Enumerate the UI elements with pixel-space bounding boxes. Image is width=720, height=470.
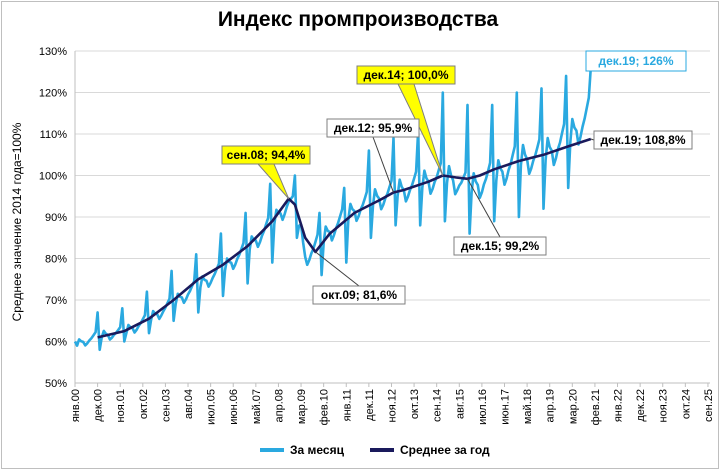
annotation-leader — [590, 138, 595, 141]
x-tick-label: дек.00 — [93, 389, 105, 422]
x-tick-label: июл.16 — [477, 389, 489, 425]
x-tick-label: сен.03 — [160, 389, 172, 422]
y-tick-label: 50% — [45, 378, 67, 390]
annotation-leader — [372, 136, 394, 193]
y-tick-label: 70% — [45, 295, 67, 307]
x-tick-label: май.18 — [522, 389, 534, 424]
x-tick-label: мар.09 — [296, 389, 308, 424]
annotation-box — [593, 130, 693, 150]
y-tick-label: 60% — [45, 337, 67, 349]
annotation-label: дек.19; 108,8% — [600, 133, 685, 147]
y-tick-label: 100% — [39, 171, 67, 183]
annotation-box — [585, 50, 687, 72]
annotation-label: дек.12; 95,9% — [334, 121, 413, 135]
annotation-box — [312, 285, 406, 305]
x-tick-label: авг.04 — [183, 389, 195, 419]
x-tick-label: июл.05 — [206, 389, 218, 425]
series-line-monthly — [73, 67, 593, 352]
y-tick-label: 130% — [39, 46, 67, 58]
legend: За месяц Среднее за год — [230, 441, 530, 463]
annotation-box — [221, 145, 311, 165]
annotation-label: окт.09; 81,6% — [321, 288, 398, 302]
x-tick-label: мар.20 — [567, 389, 579, 424]
x-tick-label: окт.02 — [138, 389, 150, 419]
y-tick-label: 110% — [40, 129, 68, 141]
x-tick-label: апр.19 — [545, 389, 557, 422]
x-tick-label: фев.21 — [590, 389, 602, 425]
annotations: сен.08; 94,4% дек.14; 100,0% дек.12; 95,9%… — [221, 50, 693, 305]
x-tick-label: дек.11 — [364, 389, 376, 421]
x-tick-label: янв.00 — [70, 389, 82, 422]
x-tick-label: апр.08 — [273, 389, 285, 422]
x-tick-label: янв.11 — [341, 389, 353, 421]
x-tick-label: янв.22 — [613, 389, 625, 422]
series-group — [73, 67, 593, 352]
legend-item-annual: Среднее за год — [370, 443, 490, 457]
annotation-box — [326, 118, 420, 138]
annotation-leader — [467, 178, 501, 238]
x-tick-label: май.07 — [251, 389, 263, 424]
x-tick-label: ноя.12 — [386, 389, 398, 422]
x-tick-label: авг.15 — [454, 389, 466, 419]
annotation-label: дек.14; 100,0% — [363, 68, 448, 82]
x-tick-label: ноя.01 — [115, 389, 127, 422]
legend-swatch-annual — [370, 448, 394, 452]
x-tick-labels: янв.00 дек.00 ноя.01 окт.02 сен.03 авг.04 июл.… — [70, 389, 715, 425]
x-tick-label: фев.10 — [319, 389, 331, 425]
series-line-annual — [97, 137, 592, 339]
y-tick-label: 80% — [45, 254, 67, 266]
x-tick-label: ноя.23 — [658, 389, 670, 422]
gridlines — [74, 50, 710, 387]
x-tick-label: дек.22 — [635, 389, 647, 422]
legend-swatch-monthly — [260, 448, 284, 452]
x-tick-label: окт.24 — [680, 389, 692, 419]
y-tick-label: 90% — [45, 212, 67, 224]
annotation-leader — [315, 251, 360, 287]
x-tick-label: сен.25 — [703, 389, 715, 422]
y-tick-label: 120% — [39, 88, 67, 100]
y-tick-labels: 50% 60% 70% 80% 90% 100% 110% 120% 130% — [39, 46, 67, 390]
chart-title: Индекс промпроизводства — [217, 8, 499, 31]
annotation-box — [356, 65, 456, 85]
x-tick-label: сен.14 — [432, 389, 444, 422]
x-tick-label: июн.17 — [499, 389, 511, 425]
legend-label-monthly: За месяц — [290, 443, 344, 457]
legend-label-annual: Среднее за год — [400, 443, 490, 457]
annotation-label: дек.19; 126% — [599, 54, 674, 68]
annotation-pointer — [256, 163, 290, 200]
x-tick-label: окт.13 — [409, 389, 421, 419]
legend-item-monthly: За месяц — [260, 443, 344, 457]
x-tick-label: июн.06 — [228, 389, 240, 425]
annotation-label: дек.15; 99,2% — [461, 239, 540, 253]
annotation-box — [453, 236, 547, 256]
annotation-label: сен.08; 94,4% — [227, 148, 306, 162]
